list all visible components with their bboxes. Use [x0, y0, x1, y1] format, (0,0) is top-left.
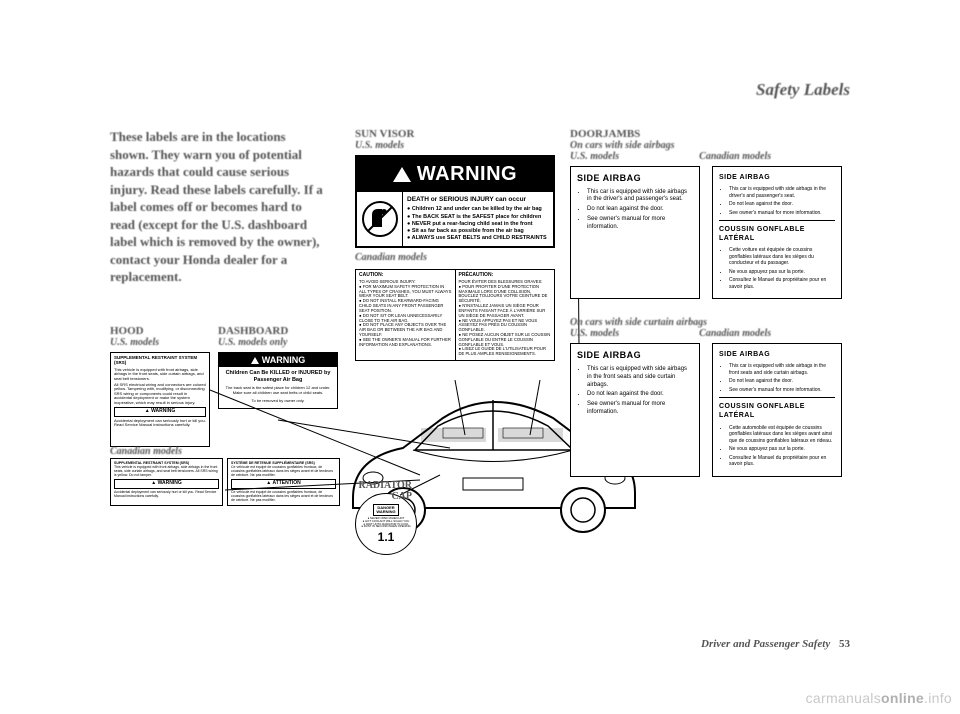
door-us-sub-1: U.S. models	[570, 151, 619, 162]
hood-can-subheading: Canadian models	[110, 446, 182, 457]
dashboard-msg-3: To be removed by owner only.	[219, 399, 337, 408]
dashboard-msg-2: The back seat is the safest place for ch…	[219, 386, 337, 399]
visor-can-fr: PRÉCAUTION: POUR ÉVITER DES BLESSURES GR…	[455, 270, 555, 360]
visor-can-en-body: TO AVOID SERIOUS INJURY: ● FOR MAXIMUM S…	[359, 280, 452, 348]
dashboard-warning-bar: WARNING	[219, 353, 337, 367]
footer-text: Driver and Passenger Safety	[701, 638, 830, 650]
door-us2-title: SIDE AIRBAG	[577, 350, 693, 362]
door-can1-title-fr: COUSSIN GONFLABLE LATÉRAL	[719, 225, 835, 243]
radcap-sub: ● NEVER OPEN WHEN HOT ● HOT COOLANT WILL…	[361, 517, 410, 528]
visor-can-en: CAUTION: TO AVOID SERIOUS INJURY: ● FOR …	[356, 270, 455, 360]
door-sec2: On cars with side curtain airbags	[570, 317, 850, 328]
door-us-label-1: SIDE AIRBAG This car is equipped with si…	[570, 166, 700, 299]
door-can2-title-en: SIDE AIRBAG	[719, 350, 835, 359]
page-title: Safety Labels	[756, 80, 850, 100]
visor-can-fr-body: POUR ÉVITER DES BLESSURES GRAVES: ● POUR…	[459, 280, 552, 357]
hood-can-label-fr: SYSTÈME DE RETENUE SUPPLÉMENTAIRE (SRS) …	[227, 458, 340, 506]
door-heading: DOORJAMBS	[570, 128, 850, 140]
visor-us-text: DEATH or SERIOUS INJURY can occur ● Chil…	[403, 192, 553, 246]
can-fr-body: Ce véhicule est équipé de coussins gonfl…	[231, 466, 336, 478]
radcap-danger: DANGER WARNING	[376, 506, 395, 514]
radcap-number: 1.1	[378, 530, 395, 544]
hood-us-subheading: U.S. models	[110, 337, 210, 348]
hood-can-labels: SUPPLEMENTAL RESTRAINT SYSTEM (SRS) This…	[110, 458, 340, 506]
door-sec1: On cars with side airbags	[570, 140, 850, 151]
can-en-warn: ▲ WARNING	[114, 479, 219, 489]
door-can1-title-en: SIDE AIRBAG	[719, 173, 835, 182]
dashboard-section: DASHBOARD U.S. models only WARNING Child…	[218, 325, 338, 409]
door-can-sub-2: Canadian models	[699, 328, 771, 339]
page-content: Safety Labels These labels are in the lo…	[110, 80, 850, 650]
srs-title: SUPPLEMENTAL RESTRAINT SYSTEM (SRS)	[114, 356, 206, 366]
door-us1-b3: See owner's manual for more information.	[587, 216, 693, 232]
dashboard-subheading: U.S. models only	[218, 337, 338, 348]
visor-us-head: DEATH or SERIOUS INJURY can occur	[407, 196, 549, 204]
sunvisor-section: SUN VISOR U.S. models WARNING DEATH or S…	[355, 128, 555, 361]
door-can-sub-1: Canadian models	[699, 151, 771, 162]
radiator-cap-label: DANGER WARNING ● NEVER OPEN WHEN HOT ● H…	[355, 493, 417, 555]
can-en-body: This vehicle is equipped with front airb…	[114, 466, 219, 478]
hood-can-label-en: SUPPLEMENTAL RESTRAINT SYSTEM (SRS) This…	[110, 458, 223, 506]
visor-can-label: CAUTION: TO AVOID SERIOUS INJURY: ● FOR …	[355, 269, 555, 361]
watermark: carmanualsonline.info	[806, 690, 952, 706]
can-fr-warn-body: Ce véhicule est équipé de coussins gonfl…	[231, 491, 336, 503]
visor-us-label: WARNING DEATH or SERIOUS INJURY can occu…	[355, 155, 555, 248]
page-number: 53	[839, 638, 850, 650]
can-en-warn-body: Accidental deployment can seriously hurt…	[114, 491, 219, 499]
dashboard-label: WARNING Children Can Be KILLED or INJURE…	[218, 352, 338, 409]
can-fr-attn: ▲ ATTENTION	[231, 479, 336, 489]
door-us-label-2: SIDE AIRBAG This car is equipped with si…	[570, 343, 700, 476]
door-us1-b1: This car is equipped with side airbags i…	[587, 189, 693, 205]
page-footer: Driver and Passenger Safety 53	[701, 638, 850, 650]
srs-body-1: This vehicle is equipped with front airb…	[114, 368, 206, 381]
doorjambs-section: DOORJAMBS On cars with side airbags U.S.…	[570, 128, 850, 477]
radiator-heading: RADIATOR CAP	[342, 480, 412, 502]
visor-us-subheading: U.S. models	[355, 140, 555, 151]
door-can-label-1: SIDE AIRBAG This car is equipped with si…	[712, 166, 842, 299]
child-seat-icon	[357, 192, 403, 246]
hood-warning-box: ▲ WARNING	[114, 407, 206, 417]
dashboard-msg-1: Children Can Be KILLED or INJURED by Pas…	[219, 367, 337, 386]
hood-section: HOOD U.S. models SUPPLEMENTAL RESTRAINT …	[110, 325, 210, 447]
dashboard-heading: DASHBOARD	[218, 325, 338, 337]
hood-us-label: SUPPLEMENTAL RESTRAINT SYSTEM (SRS) This…	[110, 352, 210, 447]
intro-paragraph: These labels are in the locations shown.…	[110, 128, 325, 286]
door-can2-title-fr: COUSSIN GONFLABLE LATÉRAL	[719, 402, 835, 420]
door-us1-b2: Do not lean against the door.	[587, 206, 693, 214]
hood-heading: HOOD	[110, 325, 210, 337]
warning-triangle-icon	[251, 357, 259, 364]
warning-triangle-icon	[393, 167, 411, 182]
visor-heading: SUN VISOR	[355, 128, 555, 140]
dashboard-warning-word: WARNING	[262, 355, 306, 365]
hood-warning-body: Accidental deployment can seriously hurt…	[114, 419, 206, 428]
visor-can-subheading: Canadian models	[355, 252, 555, 263]
door-us-sub-2: U.S. models	[570, 328, 619, 339]
srs-body-2: All SRS electrical wiring and connectors…	[114, 383, 206, 405]
visor-warning-bar: WARNING	[357, 157, 553, 192]
door-can-label-2: SIDE AIRBAG This car is equipped with si…	[712, 343, 842, 476]
door-us1-title: SIDE AIRBAG	[577, 173, 693, 185]
visor-warning-word: WARNING	[417, 163, 517, 186]
